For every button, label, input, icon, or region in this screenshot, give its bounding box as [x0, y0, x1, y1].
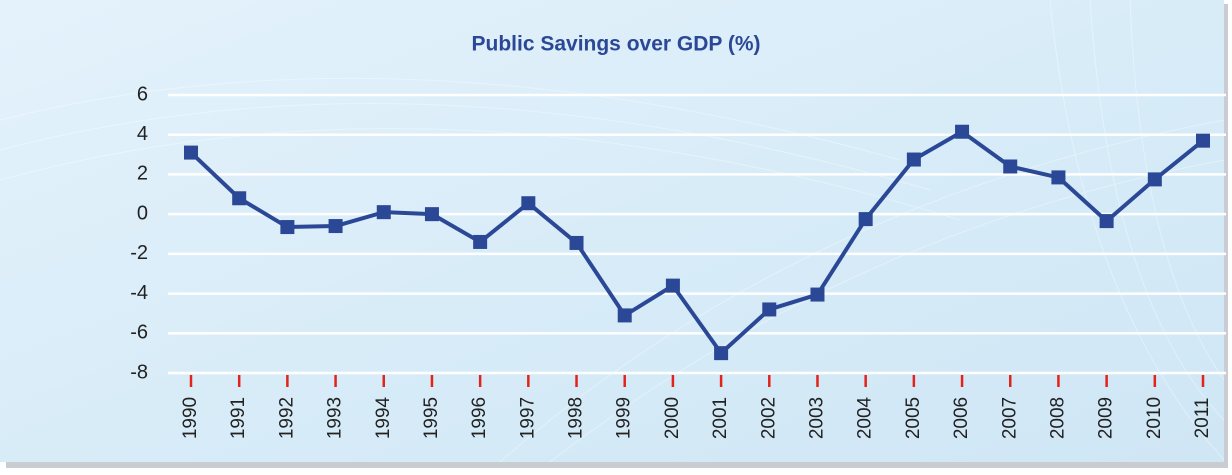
y-tick-label: -2 — [130, 242, 148, 264]
x-tick-label: 2011 — [1192, 398, 1213, 439]
point-marker — [617, 308, 632, 323]
series-line — [189, 129, 1205, 356]
point-marker — [424, 207, 439, 222]
x-tick-label: 2007 — [999, 397, 1020, 439]
x-tick-label: 2000 — [662, 397, 683, 439]
x-tick-label: 1995 — [421, 397, 442, 439]
point-marker — [232, 191, 247, 206]
point-marker — [521, 196, 536, 211]
point-marker — [280, 220, 295, 235]
x-tick-label: 2008 — [1047, 397, 1068, 439]
y-tick-label: 2 — [137, 163, 148, 185]
point-marker — [328, 219, 343, 234]
decoration — [499, 119, 1225, 463]
point-marker — [1003, 159, 1018, 174]
x-tick-label: 2009 — [1096, 397, 1117, 439]
x-tick-label: 2002 — [758, 397, 779, 439]
y-tick-label: -6 — [130, 322, 148, 344]
panel — [0, 0, 1224, 462]
point-marker — [376, 205, 391, 220]
y-tick-label: 0 — [137, 202, 148, 224]
x-tick-label: 1990 — [180, 397, 201, 439]
point-marker — [906, 152, 921, 167]
point-marker — [665, 278, 680, 293]
x-tick-label: 1991 — [228, 397, 249, 439]
x-tick-label: 2004 — [855, 396, 876, 439]
chart-title: Public Savings over GDP (%) — [471, 33, 760, 56]
point-marker — [762, 302, 777, 317]
x-tick-label: 1992 — [276, 397, 297, 439]
x-tick-label: 1996 — [469, 397, 490, 439]
point-marker — [858, 212, 873, 227]
x-tick-label: 1993 — [325, 397, 346, 439]
point-marker — [1099, 214, 1114, 229]
y-tick-label: -8 — [130, 361, 148, 383]
point-marker — [473, 234, 488, 249]
x-tick-label: 2010 — [1144, 397, 1165, 439]
point-marker — [184, 145, 198, 160]
x-tick-label: 2005 — [903, 397, 924, 439]
x-tick-label: 1999 — [614, 397, 635, 439]
point-marker — [1051, 170, 1066, 185]
y-tick-label: 6 — [137, 83, 148, 105]
point-marker — [810, 287, 825, 302]
x-tick-label: 2003 — [806, 397, 827, 439]
y-tick-label: 4 — [137, 123, 148, 145]
point-marker — [714, 346, 729, 361]
y-tick-label: -4 — [130, 282, 148, 304]
point-marker — [569, 235, 584, 250]
point-marker — [1196, 133, 1210, 148]
point-marker — [955, 124, 970, 139]
x-tick-label: 1994 — [373, 396, 394, 439]
x-tick-label: 2001 — [710, 397, 731, 439]
point-marker — [1147, 172, 1162, 187]
x-tick-label: 1998 — [566, 397, 587, 439]
x-tick-label: 2006 — [951, 397, 972, 439]
x-tick-label: 1997 — [517, 397, 538, 439]
